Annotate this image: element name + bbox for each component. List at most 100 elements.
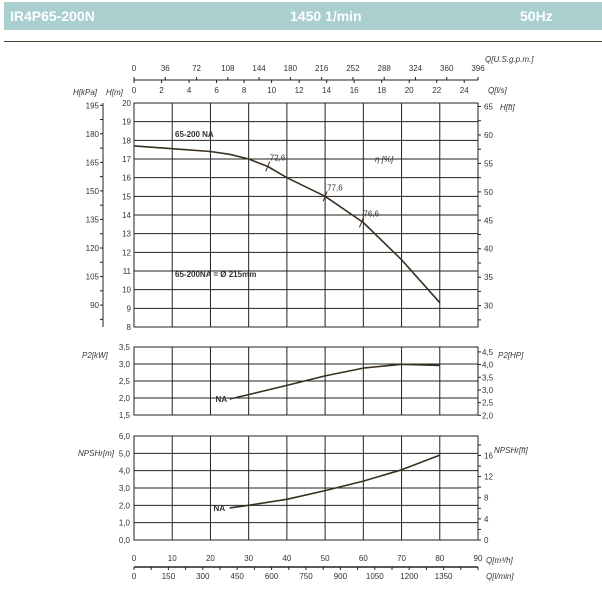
ls-tick-label: 2 [159, 86, 164, 95]
efficiency-label: 77,6 [327, 183, 343, 192]
lmin-tick-label: 600 [265, 572, 279, 581]
h-m-axis-title: H[m] [106, 88, 124, 97]
npsh-curve-label: NA [214, 504, 226, 513]
h-m-tick-label: 18 [122, 136, 131, 145]
m3h-tick-label: 0 [132, 554, 137, 563]
kpa-tick-label: 195 [86, 101, 100, 110]
lmin-tick-label: 750 [299, 572, 313, 581]
ls-tick-label: 0 [132, 86, 137, 95]
h-m-tick-label: 17 [122, 155, 131, 164]
ls-tick-label: 8 [242, 86, 247, 95]
kw-tick-label: 3,5 [119, 343, 131, 352]
ls-tick-label: 16 [350, 86, 359, 95]
m3h-tick-label: 50 [321, 554, 330, 563]
m3h-tick-label: 80 [435, 554, 444, 563]
diameter-label: 65-200NA = Ø 215mm [175, 270, 256, 279]
header-divider [4, 41, 602, 42]
usgpm-tick-label: 36 [161, 64, 170, 73]
usgpm-tick-label: 108 [221, 64, 235, 73]
kpa-axis-title: H[kPa] [73, 88, 98, 97]
usgpm-tick-label: 288 [378, 64, 392, 73]
header-bar: IR4P65-200N 1450 1/min 50Hz [4, 2, 602, 30]
ls-tick-label: 14 [322, 86, 331, 95]
h-m-tick-label: 8 [127, 323, 132, 332]
kpa-tick-label: 120 [86, 244, 100, 253]
hp-tick-label: 4,0 [482, 361, 494, 370]
lmin-tick-label: 300 [196, 572, 210, 581]
ls-tick-label: 22 [432, 86, 441, 95]
m3h-tick-label: 70 [397, 554, 406, 563]
npsh-m-tick-label: 3,0 [119, 484, 131, 493]
usgpm-tick-label: 396 [471, 64, 485, 73]
ls-tick-label: 4 [187, 86, 192, 95]
lmin-tick-label: 1200 [400, 572, 418, 581]
ft-axis-title: H[ft] [500, 103, 515, 112]
kpa-tick-label: 180 [86, 130, 100, 139]
npsh-curve [229, 454, 441, 509]
ls-tick-label: 18 [377, 86, 386, 95]
m3h-tick-label: 90 [474, 554, 483, 563]
kw-tick-label: 2,0 [119, 394, 131, 403]
m3h-tick-label: 60 [359, 554, 368, 563]
lmin-tick-label: 1050 [366, 572, 384, 581]
lmin-tick-label: 900 [334, 572, 348, 581]
h-m-tick-label: 20 [122, 99, 131, 108]
npsh-ft-tick-label: 8 [484, 494, 489, 503]
frequency-label: 50Hz [520, 8, 553, 24]
hp-tick-label: 4,5 [482, 348, 494, 357]
npsh-m-tick-label: 0,0 [119, 536, 131, 545]
h-m-tick-label: 11 [123, 267, 132, 276]
usgpm-tick-label: 324 [409, 64, 423, 73]
h-m-tick-label: 16 [122, 174, 131, 183]
power-curve-label: NA [216, 395, 228, 404]
ft-tick-label: 30 [484, 302, 493, 311]
hp-tick-label: 3,5 [482, 373, 494, 382]
h-m-tick-label: 19 [122, 118, 131, 127]
ft-tick-label: 65 [484, 103, 493, 112]
ls-axis-title: Q[l/s] [488, 86, 507, 95]
lmin-tick-label: 450 [231, 572, 245, 581]
usgpm-tick-label: 0 [132, 64, 137, 73]
m3h-tick-label: 20 [206, 554, 215, 563]
lmin-tick-label: 150 [162, 572, 176, 581]
npsh-ft-tick-label: 12 [484, 473, 493, 482]
h-m-tick-label: 12 [122, 248, 131, 257]
ft-tick-label: 40 [484, 245, 493, 254]
kpa-tick-label: 150 [86, 187, 100, 196]
ls-tick-label: 6 [214, 86, 219, 95]
m3h-tick-label: 30 [244, 554, 253, 563]
hp-axis-title: P2[HP] [498, 351, 524, 360]
h-m-tick-label: 15 [122, 192, 131, 201]
kpa-tick-label: 165 [86, 158, 100, 167]
ft-tick-label: 35 [484, 273, 493, 282]
kpa-tick-label: 135 [86, 215, 100, 224]
usgpm-tick-label: 252 [346, 64, 360, 73]
efficiency-mark [322, 191, 328, 202]
npsh-m-tick-label: 2,0 [119, 501, 131, 510]
kpa-tick-label: 105 [86, 273, 100, 282]
lmin-axis-title: Q[l/min] [486, 572, 514, 581]
hp-tick-label: 2,5 [482, 399, 494, 408]
npsh-m-tick-label: 4,0 [119, 467, 131, 476]
lmin-tick-label: 0 [132, 572, 137, 581]
m3h-axis-title: Q[m³/h] [486, 556, 513, 565]
speed-label: 1450 1/min [290, 8, 362, 24]
npsh-ft-axis-title: NPSHr[ft] [494, 446, 529, 455]
eta-label: η [%] [375, 155, 394, 164]
hp-tick-label: 3,0 [482, 386, 494, 395]
efficiency-mark [265, 161, 271, 172]
usgpm-axis-title: Q[U.S.g.p.m.] [485, 55, 534, 64]
kw-tick-label: 2,5 [119, 377, 131, 386]
lmin-tick-label: 1350 [435, 572, 453, 581]
kw-tick-label: 3,0 [119, 360, 131, 369]
npsh-ft-tick-label: 4 [484, 515, 489, 524]
ls-tick-label: 10 [267, 86, 276, 95]
npsh-m-axis-title: NPSHr[m] [78, 449, 115, 458]
usgpm-tick-label: 144 [252, 64, 266, 73]
model-title: IR4P65-200N [10, 8, 95, 24]
npsh-ft-tick-label: 0 [484, 536, 489, 545]
hp-tick-label: 2,0 [482, 411, 494, 420]
npsh-m-tick-label: 6,0 [119, 432, 131, 441]
